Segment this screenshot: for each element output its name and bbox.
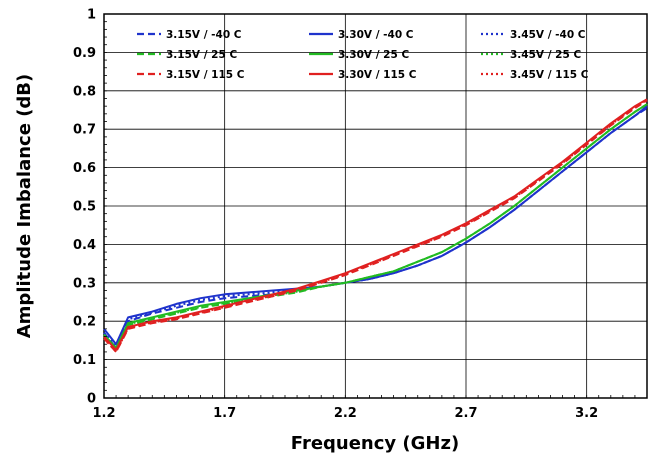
series-7 [103,99,648,353]
legend-label: 3.45V / -40 C [510,29,586,41]
y-tick-label: 0.9 [73,46,96,61]
legend-label: 3.30V / -40 C [338,29,414,41]
series-line [103,106,648,348]
legend-label: 3.15V / 115 C [166,69,245,81]
legend-label: 3.15V / 25 C [166,49,237,61]
y-tick-label: 0 [87,392,96,407]
series-line [103,103,648,350]
legend-item: 3.15V / 25 C [137,49,237,61]
series-line [103,99,648,353]
series-6 [103,103,648,350]
y-tick-label: 0.8 [73,84,96,99]
y-tick-label: 0.2 [73,315,96,330]
axis-ticks: 0 0.1 0.2 0.3 0.4 0.5 0.6 0.7 0.8 0.9 1 1.2 1.7 2.2 2.… [73,8,648,421]
legend-item: 3.45V / 115 C [481,69,589,81]
y-tick-label: 0.5 [73,200,96,215]
y-tick-label: 0.7 [73,123,96,138]
y-axis-title: Amplitude Imbalance (dB) [14,74,35,339]
legend-item: 3.15V / 115 C [137,69,245,81]
y-tick-label: 1 [87,8,96,23]
y-tick-label: 0.1 [73,353,96,368]
legend-label: 3.30V / 115 C [338,69,417,81]
series-layer [103,98,648,353]
legend-item: 3.30V / -40 C [309,29,414,41]
legend-item: 3.15V / -40 C [137,29,242,41]
x-tick-label: 1.2 [92,406,115,421]
x-tick-label: 1.7 [213,406,236,421]
x-tick-label: 2.7 [454,406,477,421]
series-line [103,98,648,351]
x-tick-label: 2.2 [334,406,357,421]
y-tick-label: 0.3 [73,276,96,291]
series-3 [103,106,648,348]
x-axis-title: Frequency (GHz) [291,433,459,454]
legend-item: 3.45V / 25 C [481,49,581,61]
legend: 3.15V / -40 C 3.30V / -40 C 3.45V / -40 C 3… [137,29,589,81]
x-tick-label: 3.2 [575,406,598,421]
legend-label: 3.45V / 25 C [510,49,581,61]
y-tick-label: 0.6 [73,161,96,176]
legend-label: 3.15V / -40 C [166,29,242,41]
legend-label: 3.45V / 115 C [510,69,589,81]
legend-item: 3.30V / 115 C [309,69,417,81]
legend-item: 3.45V / -40 C [481,29,586,41]
legend-label: 3.30V / 25 C [338,49,409,61]
y-tick-label: 0.4 [73,238,96,253]
series-8 [103,98,648,351]
legend-item: 3.30V / 25 C [309,49,409,61]
